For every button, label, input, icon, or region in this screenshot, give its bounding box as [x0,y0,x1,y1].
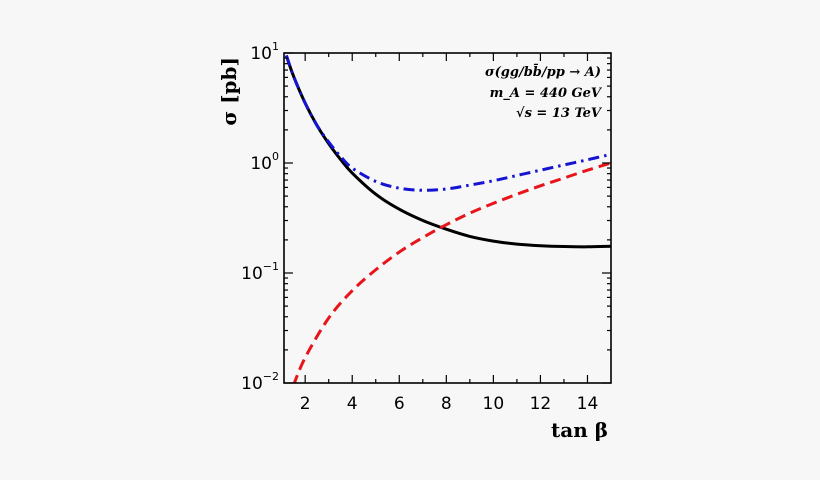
series-line-dashed [292,161,611,383]
annotation-process: σ(gg/bb̄/pp → A) [485,63,601,80]
series-line-solid [284,54,611,249]
x-tick-label: 10 [483,394,505,414]
x-tick-labels: 2 4 6 8 10 12 14 [300,394,599,414]
x-tick-label: 14 [577,394,599,414]
y-tick-label: 10−1 [241,260,279,284]
annotation-mass: m_A = 440 GeV [490,86,603,101]
x-tick-label: 12 [530,394,552,414]
annotation-energy: √s = 13 TeV [516,106,603,121]
plot-frame [283,52,612,384]
series-line-dashdot [284,54,611,192]
x-axis-label: tan β [551,418,608,442]
y-tick-label: 10−2 [241,370,279,394]
tick-layer [284,52,611,384]
x-tick-label: 2 [300,394,311,414]
x-tick-label: 6 [394,394,405,414]
y-tick-label: 100 [250,150,279,174]
y-axis-label: σ [pb] [217,57,241,126]
x-tick-label: 4 [347,394,358,414]
y-tick-labels: 101 100 10−1 10−2 [241,40,279,394]
y-tick-label: 101 [250,40,279,64]
series-layer [284,54,611,383]
x-tick-label: 8 [441,394,452,414]
